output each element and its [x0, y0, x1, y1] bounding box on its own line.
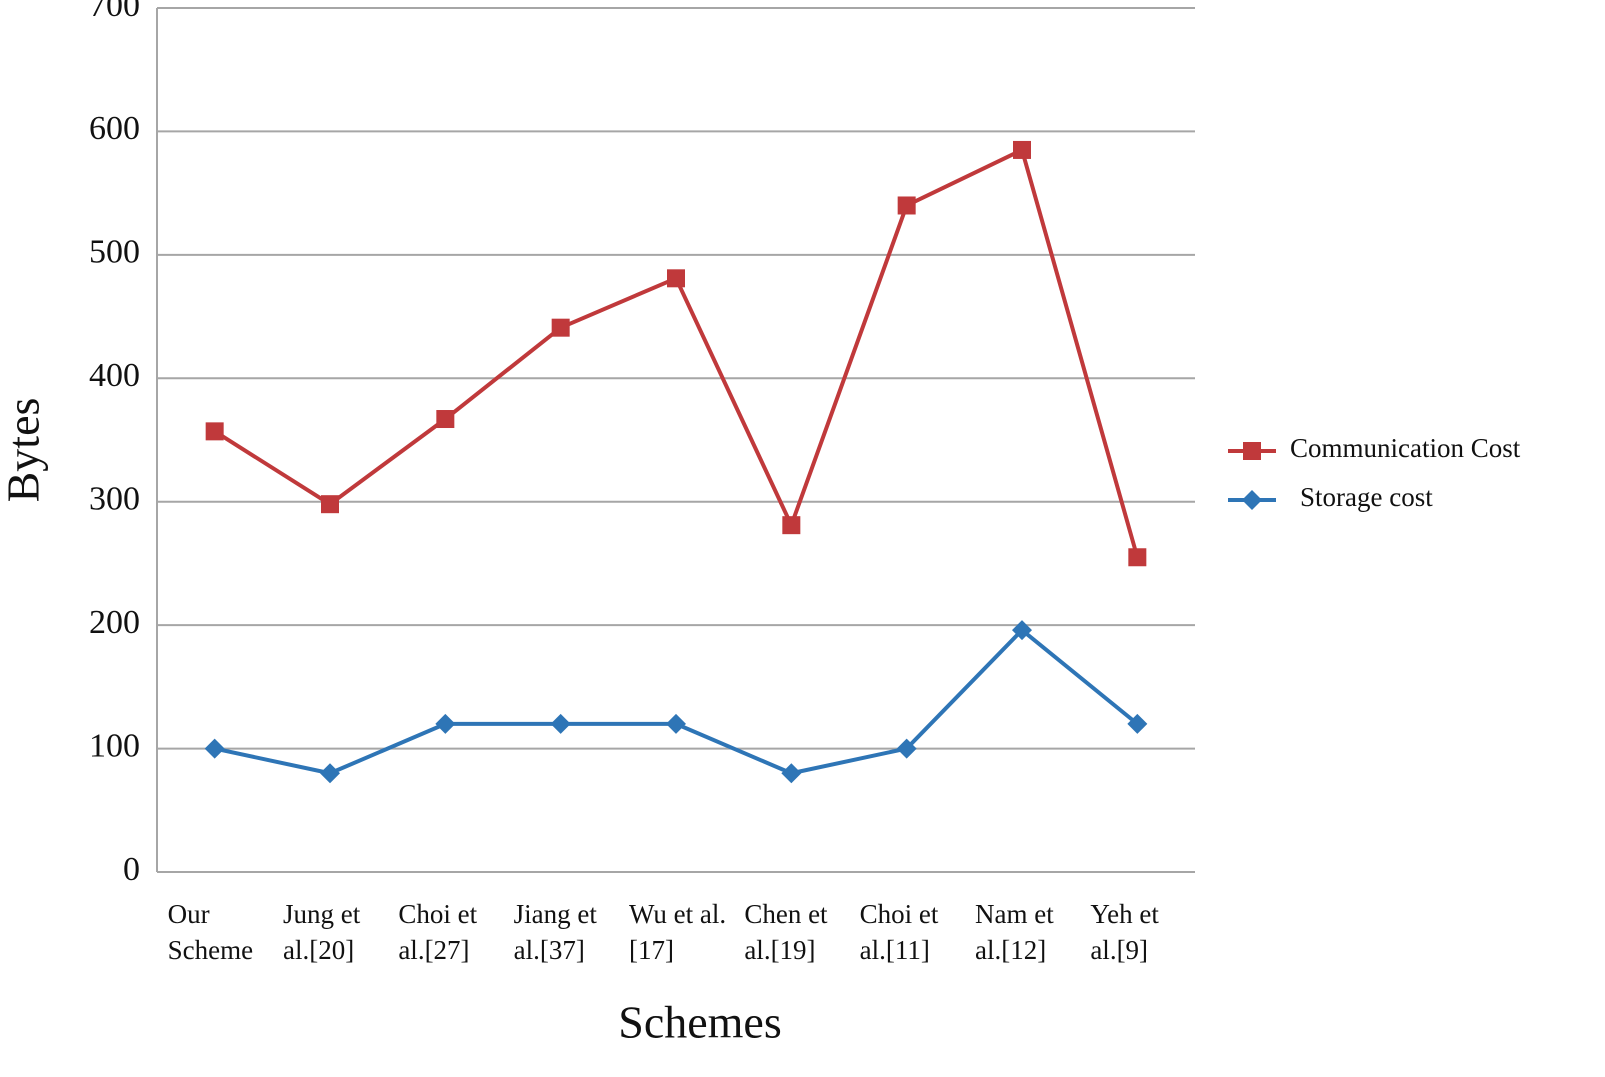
y-tick-label: 300	[89, 481, 140, 518]
x-tick-label: Our Scheme	[167, 899, 254, 965]
y-tick-label: 200	[89, 604, 140, 641]
legend-marker	[1242, 490, 1262, 510]
data-point	[204, 738, 225, 759]
x-tick-label: Wu et al.[17]	[629, 899, 727, 965]
x-tick-label: Jiang et al.[37]	[513, 899, 597, 965]
data-point	[781, 763, 802, 784]
data-point	[1127, 713, 1148, 734]
legend-label: Communication Cost	[1290, 433, 1521, 463]
series-line	[214, 627, 1139, 776]
data-point	[782, 516, 801, 535]
legend-marker	[1243, 442, 1261, 460]
data-point	[320, 763, 340, 784]
y-tick-label: 100	[89, 727, 140, 764]
x-tick-label: Choi et al.[27]	[398, 899, 478, 965]
series-line	[213, 147, 1140, 558]
data-point	[1128, 548, 1147, 567]
legend-label: Storage cost	[1300, 482, 1433, 512]
y-axis-title: Bytes	[0, 398, 49, 503]
x-tick-label: Jung et al.[20]	[283, 899, 361, 965]
x-axis-title: Schemes	[618, 997, 782, 1048]
data-point	[436, 410, 455, 429]
y-tick-label: 0	[123, 851, 140, 888]
data-point	[1013, 140, 1031, 159]
x-tick-label: Choi et al.[11]	[859, 899, 939, 965]
data-point	[550, 713, 571, 734]
data-point	[667, 269, 685, 288]
x-tick-label: Nam et al.[12]	[975, 899, 1054, 965]
data-point	[897, 196, 916, 215]
y-tick-label: 400	[89, 357, 140, 394]
y-tick-label: 700	[89, 0, 140, 24]
data-point	[1012, 620, 1032, 641]
data-point	[435, 713, 456, 734]
x-tick-label: Yeh et al.[9]	[1090, 899, 1159, 965]
data-point	[666, 713, 686, 734]
x-tick-label: Chen et al.[19]	[744, 899, 828, 965]
y-tick-label: 500	[89, 234, 140, 271]
data-point	[551, 318, 570, 337]
data-point	[896, 738, 917, 759]
y-tick-label: 600	[89, 110, 140, 147]
data-point	[321, 495, 339, 514]
data-point	[205, 422, 224, 441]
